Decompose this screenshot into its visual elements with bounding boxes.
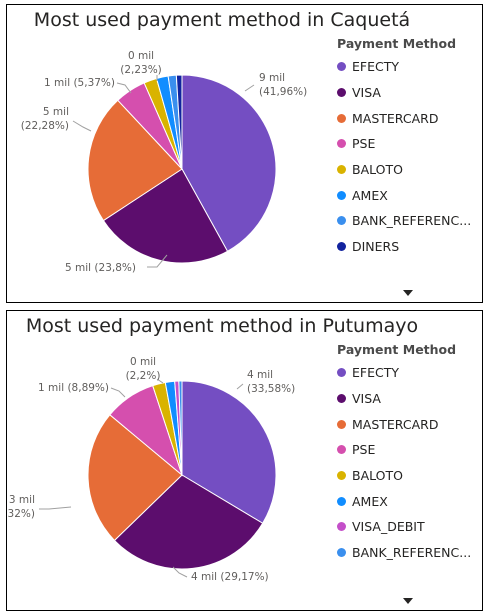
data-label: 4 mil (29,17%) [191, 571, 269, 583]
legend-title: Payment Method [337, 36, 457, 51]
data-label: 5 mil (23,8%) [65, 262, 136, 274]
pie-slice-visa[interactable] [102, 168, 229, 264]
legend-label: PSE [352, 136, 376, 152]
data-label: 1 mil (8,89%) [38, 382, 109, 394]
data-label: 1 mil (5,37%) [44, 77, 115, 89]
leader-line [236, 383, 244, 390]
data-label: 0 mil (2,23%) [120, 50, 162, 76]
pie-chart-panel-caqueta[interactable]: Most used payment method in Caquetá 9 mi… [6, 4, 483, 303]
legend-swatch-icon [337, 216, 346, 226]
legend-scroll-down-icon[interactable] [403, 290, 413, 296]
pie-chart[interactable]: 4 mil(33,58%) 4 mil (29,17%) 3 mil(23,32%)… [7, 311, 483, 611]
legend-label: DINERS [352, 239, 400, 255]
legend-item[interactable]: VISA_DEBIT [337, 514, 479, 540]
legend-label: BALOTO [352, 468, 403, 484]
data-label: 3 mil(23,32%) [6, 494, 35, 520]
leader-line [244, 84, 255, 92]
legend-title: Payment Method [337, 342, 457, 357]
legend-item[interactable]: DINERS [337, 234, 479, 260]
legend-swatch-icon [337, 419, 346, 429]
legend-item[interactable]: EFECTY [337, 360, 479, 386]
data-label: 4 mil (33,58%) [247, 369, 295, 395]
legend-item[interactable]: VISA [337, 80, 479, 106]
legend-swatch-icon [337, 113, 346, 123]
legend-swatch-icon [337, 242, 346, 252]
legend-item[interactable]: BANK_REFERENC... [337, 540, 479, 566]
data-label: 9 mil (41,96%) [259, 72, 307, 98]
legend-scroll-down-icon[interactable] [403, 598, 413, 604]
legend-label: AMEX [352, 187, 388, 203]
legend-item[interactable]: BALOTO [337, 157, 479, 183]
pie-slice-mastercard[interactable] [87, 99, 183, 222]
legend-swatch-icon [337, 471, 346, 481]
data-label: 5 mil (22,28%) [21, 106, 69, 132]
pie-slice-mastercard[interactable] [87, 414, 183, 542]
legend-label: BALOTO [352, 162, 403, 178]
legend-label: VISA_DEBIT [352, 519, 425, 535]
leader-line [39, 506, 72, 510]
legend-item[interactable]: BALOTO [337, 463, 479, 489]
legend-swatch-icon [337, 139, 346, 149]
leader-line [110, 387, 126, 398]
legend-label: EFECTY [352, 59, 399, 75]
legend-swatch-icon [337, 165, 346, 175]
legend-swatch-icon [337, 548, 346, 558]
legend-item[interactable]: MASTERCARD [337, 411, 479, 437]
data-label: 0 mil (2,2%) [126, 356, 161, 382]
leader-line [172, 566, 188, 578]
legend: Payment Method EFECTY VISA MASTERCARD PSE BA… [337, 36, 479, 260]
legend-swatch-icon [337, 88, 346, 98]
leader-line [116, 82, 132, 94]
legend-item[interactable]: AMEX [337, 488, 479, 514]
pie-slice-bank-referenc[interactable] [178, 380, 183, 476]
legend-swatch-icon [337, 190, 346, 200]
legend-item[interactable]: VISA [337, 386, 479, 412]
leader-line [147, 254, 168, 268]
legend-swatch-icon [337, 522, 346, 532]
legend-item[interactable]: AMEX [337, 182, 479, 208]
legend-label: MASTERCARD [352, 110, 439, 126]
legend-label: AMEX [352, 493, 388, 509]
legend-label: BANK_REFERENC... [352, 545, 472, 561]
legend-label: MASTERCARD [352, 416, 439, 432]
chart-title: Most used payment method in Putumayo [25, 315, 419, 337]
legend-item[interactable]: BANK_REFERENC... [337, 208, 479, 234]
legend-swatch-icon [337, 62, 346, 72]
pie-chart[interactable]: 9 mil (41,96%) 5 mil (23,8%) 5 mil (22,28%) 1… [7, 5, 483, 303]
pie-slice-efecty[interactable] [181, 74, 277, 252]
chart-title: Most used payment method in Caquetá [33, 9, 411, 31]
legend-label: EFECTY [352, 365, 399, 381]
legend-item[interactable]: PSE [337, 437, 479, 463]
pie-slice-diners[interactable] [175, 74, 183, 170]
legend: Payment Method EFECTY VISA MASTERCARD PSE BA… [337, 342, 479, 566]
legend-item[interactable]: MASTERCARD [337, 105, 479, 131]
pie-slice-visa[interactable] [113, 474, 264, 570]
leader-line [156, 378, 164, 384]
leader-line [72, 120, 92, 132]
pie-slice-efecty[interactable] [181, 380, 277, 524]
legend-item[interactable]: PSE [337, 131, 479, 157]
legend-swatch-icon [337, 445, 346, 455]
legend-label: BANK_REFERENC... [352, 213, 472, 229]
legend-label: VISA [352, 391, 381, 407]
legend-label: PSE [352, 442, 376, 458]
legend-item[interactable]: EFECTY [337, 54, 479, 80]
legend-swatch-icon [337, 368, 346, 378]
legend-swatch-icon [337, 496, 346, 506]
pie-chart-panel-putumayo[interactable]: Most used payment method in Putumayo 4 m… [6, 310, 483, 611]
legend-swatch-icon [337, 394, 346, 404]
legend-label: VISA [352, 85, 381, 101]
